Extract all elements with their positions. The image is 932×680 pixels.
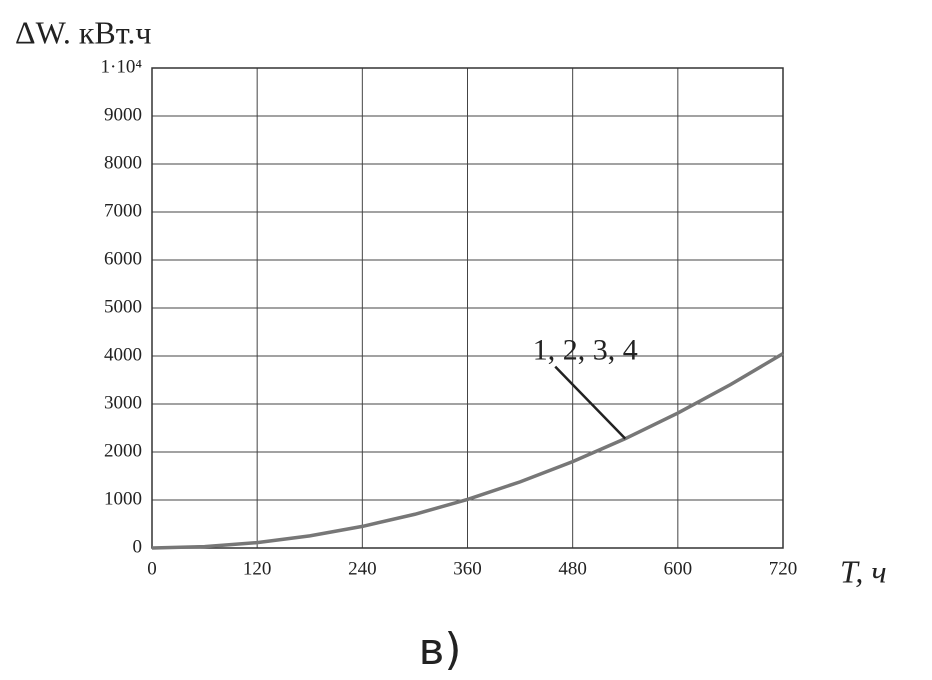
plot-frame <box>151 67 784 549</box>
y-tick-label: 2000 <box>104 440 142 461</box>
subtitle: в) <box>418 624 461 675</box>
x-tick-label: 240 <box>348 558 377 579</box>
callout-line <box>554 365 627 440</box>
x-tick-label: 600 <box>664 558 693 579</box>
series-label: 1, 2, 3, 4 <box>533 334 638 367</box>
y-tick-label: 6000 <box>104 248 142 269</box>
y-tick-label: 5000 <box>104 296 142 317</box>
y-tick-label: 9000 <box>104 104 142 125</box>
y-axis-title: ΔW. кВт.ч <box>15 14 151 50</box>
x-tick-label: 120 <box>243 558 272 579</box>
y-tick-label: 3000 <box>104 392 142 413</box>
y-tick-label: 4000 <box>104 344 142 365</box>
y-tick-label: 0 <box>133 536 143 557</box>
x-tick-label: 0 <box>147 558 157 579</box>
y-tick-label: 8000 <box>104 152 142 173</box>
x-tick-label: 480 <box>558 558 587 579</box>
y-tick-label: 1000 <box>104 488 142 509</box>
y-tick-label: 7000 <box>104 200 142 221</box>
data-line <box>151 352 784 550</box>
x-tick-label: 720 <box>769 558 798 579</box>
y-tick-label: 1·10⁴ <box>101 56 143 77</box>
x-tick-label: 360 <box>453 558 482 579</box>
x-axis-title: T, ч <box>840 553 887 589</box>
